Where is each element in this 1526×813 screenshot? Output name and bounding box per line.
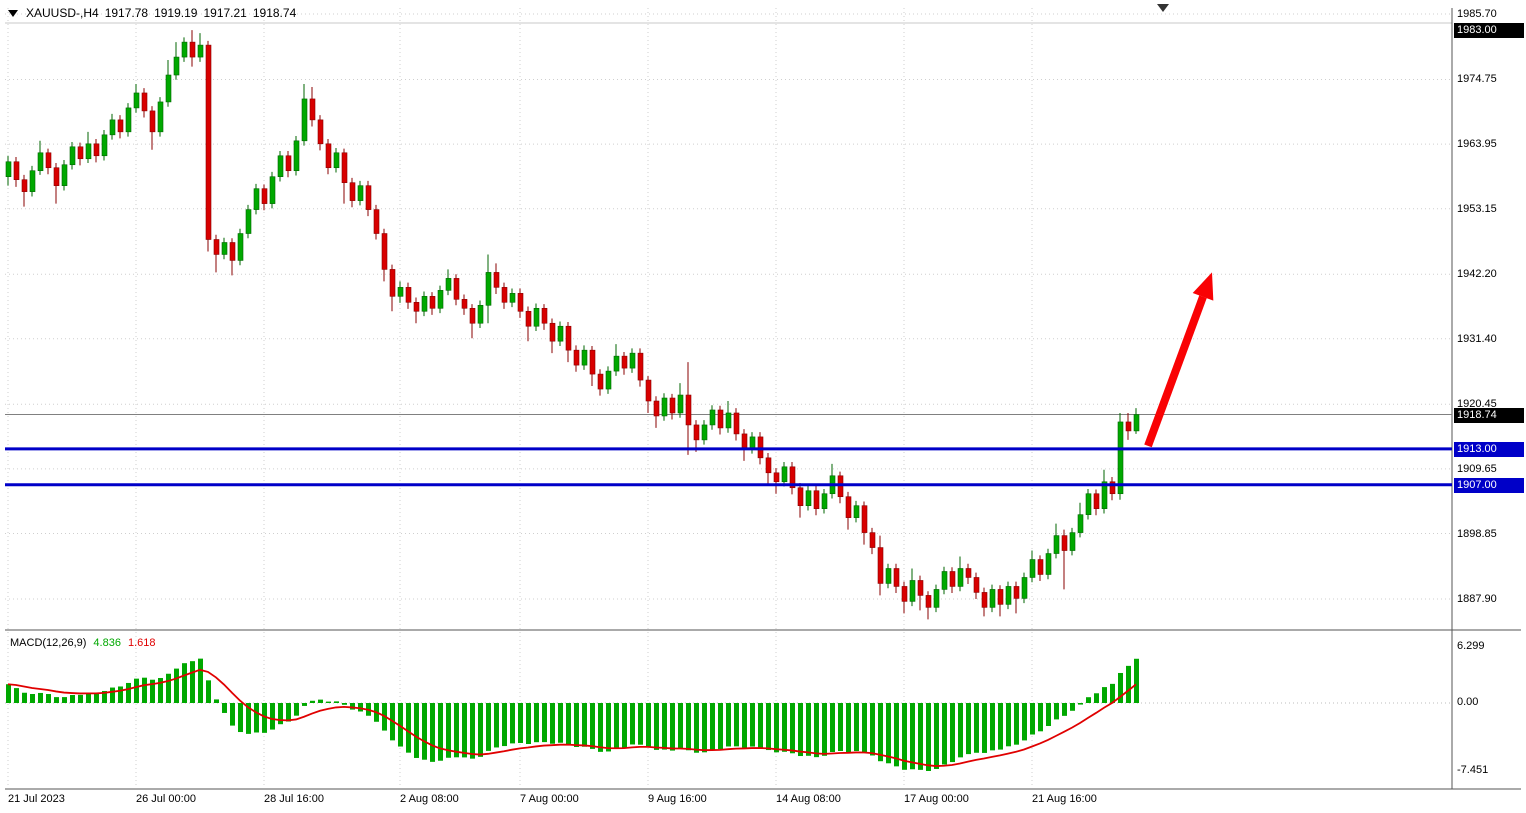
quote-low: 1917.21	[203, 6, 247, 20]
time-axis-label: 9 Aug 16:00	[648, 793, 707, 805]
quote-high: 1919.19	[154, 6, 198, 20]
time-axis-label: 21 Aug 16:00	[1032, 793, 1097, 805]
price-tick-label: 1931.40	[1457, 332, 1497, 345]
price-badge-support-line: 1907.00	[1454, 477, 1524, 493]
grid-layer	[5, 8, 1452, 788]
price-tick-label: 1963.95	[1457, 138, 1497, 151]
price-badge-resistance-line: 1913.00	[1454, 441, 1524, 457]
quote-close: 1918.74	[252, 6, 297, 20]
time-axis-label: 21 Jul 2023	[8, 793, 65, 805]
price-tick-label: 1942.20	[1457, 268, 1497, 281]
price-tick-label: 1898.85	[1457, 527, 1497, 540]
price-tick-label: 1909.65	[1457, 462, 1497, 475]
symbol-dropdown-icon[interactable]	[8, 9, 18, 17]
macd-axis-min-label: -7.451	[1457, 764, 1489, 776]
candles-layer	[5, 30, 1140, 620]
time-axis-label: 7 Aug 00:00	[520, 793, 579, 805]
macd-axis-zero-label: 0.00	[1457, 696, 1479, 708]
price-tick-label: 1887.90	[1457, 593, 1497, 605]
quote-bar: XAUUSD-,H4 1917.78 1919.19 1917.21 1918.…	[8, 6, 296, 20]
price-badge-high: 1983.00	[1454, 23, 1524, 39]
time-axis-label: 14 Aug 08:00	[776, 793, 841, 805]
price-tick-label: 1920.45	[1457, 398, 1497, 411]
macd-indicator-label: MACD(12,26,9) 4.836 1.618	[10, 637, 155, 649]
quote-symbol-period: XAUUSD-,H4	[26, 6, 99, 20]
time-axis-label: 2 Aug 08:00	[400, 793, 459, 805]
macd-histogram-layer	[6, 658, 1139, 771]
macd-signal-value: 1.618	[127, 637, 156, 649]
chart-shift-marker-icon[interactable]	[1157, 4, 1169, 12]
bullish-arrow-annotation[interactable]	[1144, 272, 1214, 448]
macd-axis-max-label: 6.299	[1457, 640, 1485, 652]
price-badge-bid: 1918.74	[1454, 407, 1524, 423]
macd-main-value: 4.836	[93, 637, 121, 649]
price-tick-label: 1953.15	[1457, 202, 1497, 215]
price-tick-label: 1985.70	[1457, 8, 1497, 20]
time-axis-label: 26 Jul 00:00	[136, 793, 196, 805]
time-axis-label: 28 Jul 16:00	[264, 793, 324, 805]
horizontal-lines-layer[interactable]	[5, 447, 1452, 487]
macd-name: MACD(12,26,9)	[10, 637, 87, 649]
macd-signal-line	[7, 668, 1137, 767]
time-axis-label: 17 Aug 00:00	[904, 793, 969, 805]
quote-open: 1917.78	[104, 6, 149, 20]
price-tick-label: 1974.75	[1457, 73, 1497, 86]
